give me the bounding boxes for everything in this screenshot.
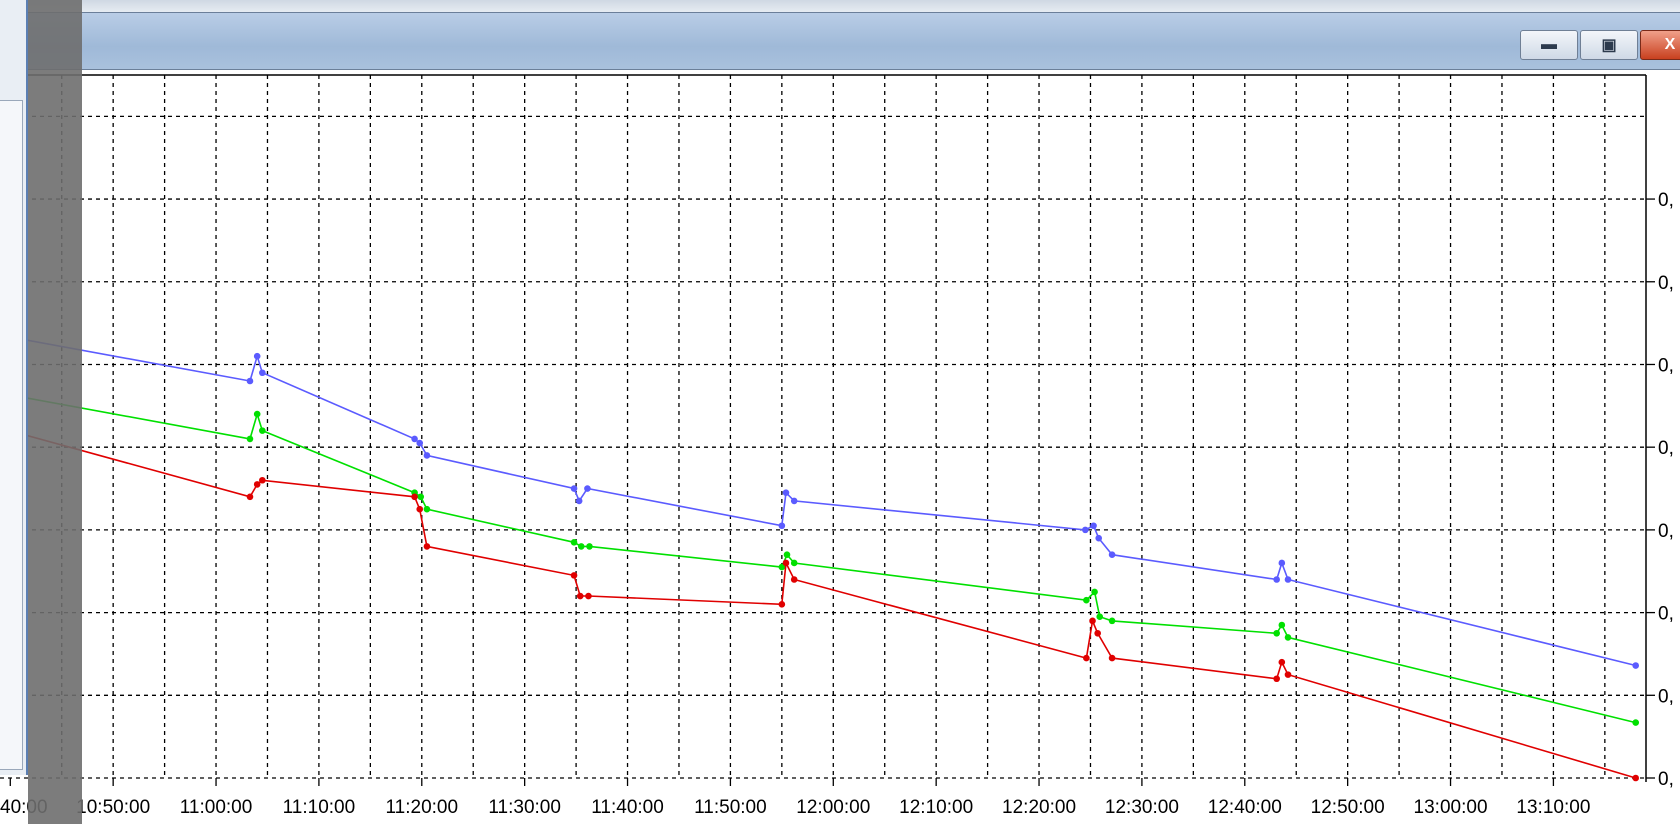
data-point [1090, 522, 1097, 530]
data-point [1632, 662, 1640, 669]
data-point [570, 572, 578, 579]
close-button[interactable]: X [1640, 30, 1680, 60]
data-point [577, 543, 585, 550]
data-point [1096, 613, 1104, 621]
x-tick-label: 11:20:00 [386, 797, 459, 818]
window-title-bar[interactable] [0, 12, 1680, 70]
x-tick-label: 10:50:00 [76, 797, 150, 818]
data-point [1091, 588, 1098, 596]
data-point [782, 559, 790, 567]
data-point [1632, 719, 1640, 726]
data-point [790, 559, 798, 567]
maximize-button[interactable]: ▣ [1580, 30, 1638, 60]
data-point [253, 352, 261, 360]
data-point [1108, 617, 1116, 625]
data-point [246, 493, 254, 501]
data-point [778, 601, 786, 608]
y-tick-label: 0, [1658, 190, 1674, 211]
data-point [778, 522, 786, 530]
data-point [1094, 629, 1101, 637]
y-tick-label: 0, [1658, 355, 1674, 376]
data-point [1284, 671, 1292, 678]
data-point [411, 435, 418, 443]
data-point [1278, 658, 1286, 666]
chart-grid [0, 75, 1646, 779]
line-chart: 40:00 10:50:00 11:00:00 11:10:00 11:20:00 11:… [0, 70, 1680, 824]
data-point [1273, 576, 1280, 583]
data-point [423, 543, 431, 550]
data-point [778, 563, 786, 571]
data-point [1095, 534, 1103, 542]
y-tick-label: 0, [1658, 686, 1674, 707]
x-tick-label: 12:00:00 [796, 797, 870, 818]
data-point [570, 538, 578, 546]
data-point [576, 592, 584, 600]
left-window-panel [0, 100, 23, 770]
data-point [259, 369, 266, 377]
plot-border [0, 74, 1647, 782]
data-point [585, 592, 592, 600]
x-tick-label: 13:00:00 [1414, 797, 1488, 818]
series-layer [0, 334, 1640, 782]
data-point [790, 497, 798, 505]
data-point [253, 410, 261, 418]
data-point [423, 505, 431, 513]
y-tick-label: 0, [1658, 604, 1674, 625]
x-tick-label: 11:10:00 [283, 797, 356, 818]
data-point [246, 435, 254, 443]
x-tick-label: 11:50:00 [694, 797, 767, 818]
data-point [575, 497, 583, 505]
data-point [1273, 629, 1280, 637]
x-tick-label: 13:10:00 [1516, 797, 1590, 818]
data-point [253, 481, 261, 488]
data-point [259, 427, 266, 434]
y-tick-label: 0, [1658, 273, 1674, 294]
y-tick-label: 0, [1658, 521, 1674, 542]
data-point [790, 576, 798, 583]
x-axis-ticks: 40:00 10:50:00 11:00:00 11:10:00 11:20:00 11:… [0, 778, 1590, 818]
data-point [1278, 559, 1286, 567]
data-point [1278, 621, 1286, 629]
data-point [1632, 774, 1640, 782]
data-point [417, 493, 425, 501]
left-background-window[interactable] [0, 0, 28, 775]
left-dark-overlay [28, 0, 82, 824]
data-point [246, 377, 254, 385]
x-tick-label: 11:40:00 [591, 797, 664, 818]
maximize-icon: ▣ [1601, 37, 1617, 54]
data-point [1083, 654, 1090, 662]
data-point [411, 493, 418, 501]
data-point [1089, 617, 1096, 625]
data-point [586, 543, 593, 550]
data-point [1273, 675, 1280, 683]
minimize-button[interactable]: ▬ [1520, 30, 1578, 60]
data-point [570, 485, 578, 492]
data-point [783, 551, 791, 558]
x-tick-label: 11:00:00 [180, 797, 253, 818]
data-point [1284, 634, 1292, 641]
minimize-icon: ▬ [1541, 36, 1557, 53]
x-tick-label: 12:10:00 [899, 797, 973, 818]
y-tick-label: 0, [1658, 438, 1674, 459]
x-tick-label: 12:30:00 [1105, 797, 1179, 818]
data-point [1083, 596, 1090, 604]
data-point [1108, 551, 1116, 558]
data-point [259, 476, 266, 484]
background-window-strip [0, 0, 1680, 12]
data-point [416, 439, 424, 447]
x-tick-label: 12:20:00 [1002, 797, 1076, 818]
data-point [1108, 654, 1116, 662]
y-tick-label: 0, [1658, 769, 1674, 790]
data-point [584, 485, 591, 492]
x-tick-label: 12:40:00 [1208, 797, 1282, 818]
data-point [782, 489, 790, 496]
x-tick-label: 11:30:00 [488, 797, 561, 818]
x-tick-label: 12:50:00 [1311, 797, 1385, 818]
y-axis-ticks: 0, 0, 0, 0, 0, 0, 0, 0, [1646, 190, 1674, 790]
data-point [423, 452, 431, 459]
close-icon: X [1664, 36, 1676, 53]
data-point [1284, 576, 1292, 583]
data-point [416, 505, 424, 513]
data-point [1082, 526, 1089, 534]
